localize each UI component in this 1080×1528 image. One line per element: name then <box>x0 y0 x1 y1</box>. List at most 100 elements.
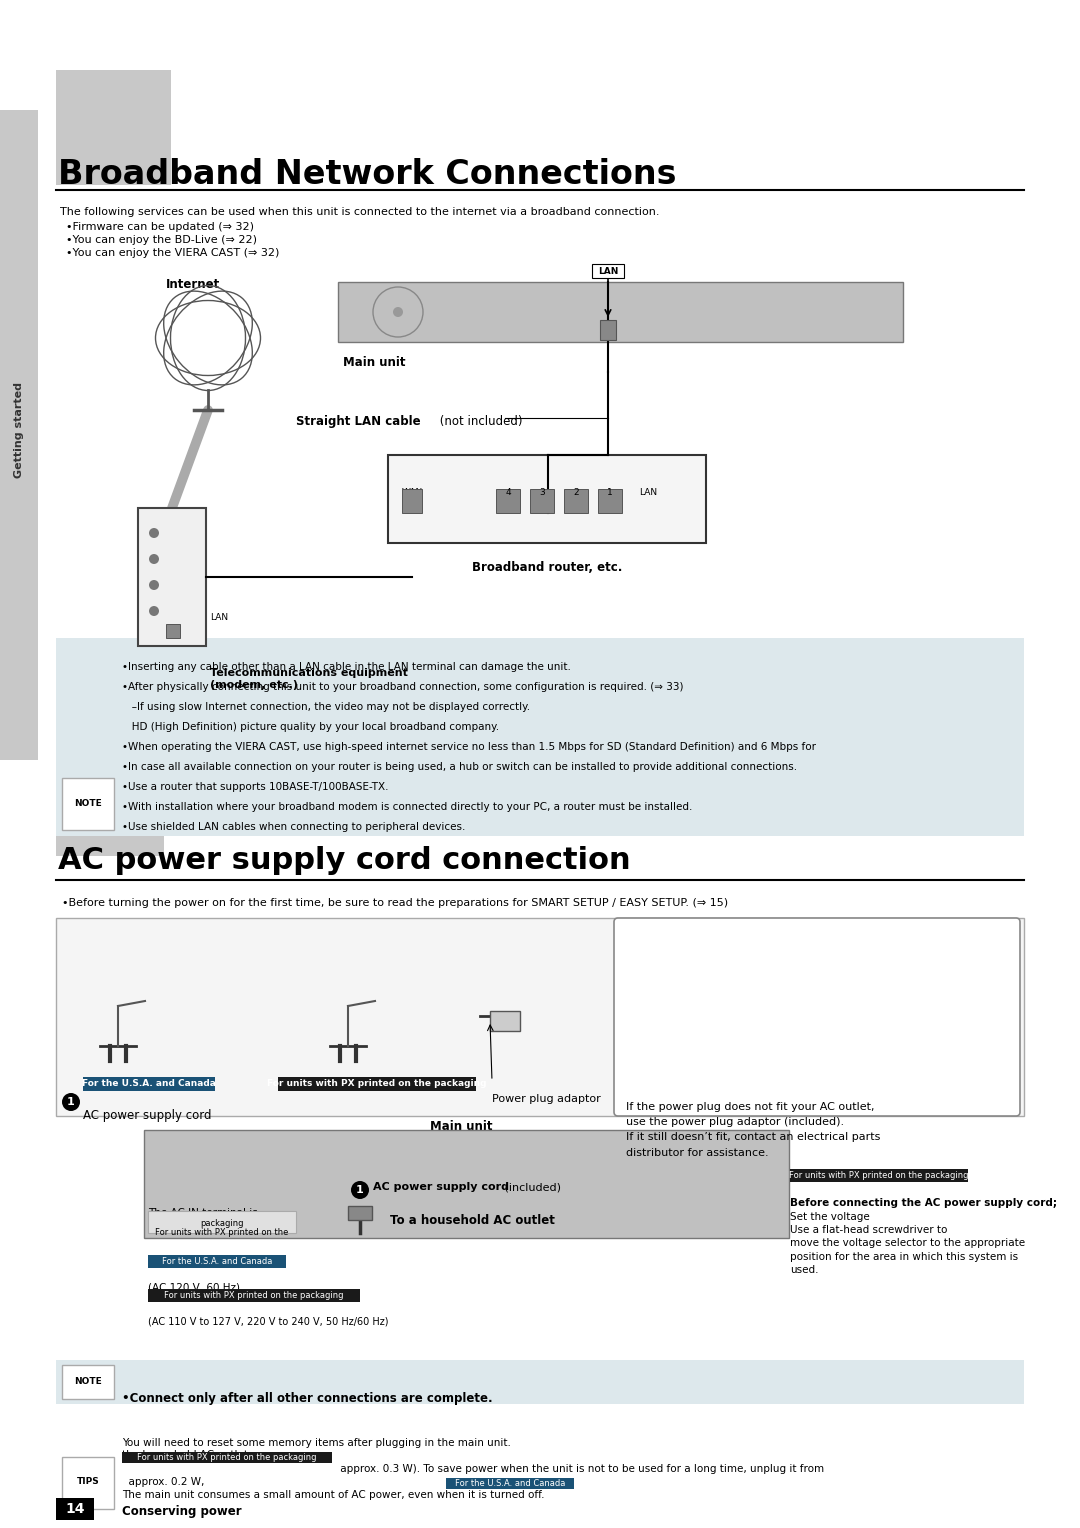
Text: The following services can be used when this unit is connected to the internet v: The following services can be used when … <box>60 206 660 217</box>
Bar <box>446 1478 573 1488</box>
Text: Before connecting the AC power supply cord;: Before connecting the AC power supply co… <box>789 1198 1057 1209</box>
Bar <box>348 1206 372 1219</box>
Bar <box>148 1290 360 1302</box>
Text: •Connect only after all other connections are complete.: •Connect only after all other connection… <box>122 1392 492 1406</box>
Bar <box>278 1077 476 1091</box>
Text: NOTE: NOTE <box>75 1378 102 1386</box>
Text: approx. 0.2 W,: approx. 0.2 W, <box>122 1478 204 1487</box>
Bar <box>530 489 554 513</box>
Text: For the U.S.A. and Canada: For the U.S.A. and Canada <box>82 1079 216 1088</box>
Text: The AC IN terminal is
not polarized.: The AC IN terminal is not polarized. <box>148 1209 258 1230</box>
Text: 2: 2 <box>573 487 579 497</box>
Bar <box>56 1497 94 1520</box>
Bar <box>56 918 1024 1115</box>
Text: (AC 110 V to 127 V, 220 V to 240 V, 50 Hz/60 Hz): (AC 110 V to 127 V, 220 V to 240 V, 50 H… <box>148 1316 389 1326</box>
Text: Broadband Network Connections: Broadband Network Connections <box>58 157 676 191</box>
Text: •In case all available connection on your router is being used, a hub or switch : •In case all available connection on you… <box>122 762 797 772</box>
Text: •With installation where your broadband modem is connected directly to your PC, : •With installation where your broadband … <box>122 802 692 811</box>
Text: For the U.S.A. and Canada: For the U.S.A. and Canada <box>455 1479 565 1488</box>
Text: For units with PX printed on the: For units with PX printed on the <box>156 1229 288 1238</box>
Text: the household AC outlet.: the household AC outlet. <box>122 1450 252 1459</box>
Text: Power plug adaptor: Power plug adaptor <box>492 1094 600 1105</box>
Bar <box>148 1254 286 1268</box>
Circle shape <box>149 529 159 538</box>
Text: •Use a router that supports 10BASE-T/100BASE-TX.: •Use a router that supports 10BASE-T/100… <box>122 782 389 792</box>
Circle shape <box>149 607 159 616</box>
Circle shape <box>62 1093 80 1111</box>
Text: packaging: packaging <box>200 1219 244 1229</box>
Text: •Before turning the power on for the first time, be sure to read the preparation: •Before turning the power on for the fir… <box>62 898 728 908</box>
Bar <box>62 1365 114 1400</box>
Text: TIPS: TIPS <box>77 1478 99 1487</box>
Text: •Use shielded LAN cables when connecting to peripheral devices.: •Use shielded LAN cables when connecting… <box>122 822 465 833</box>
Bar <box>0 110 38 759</box>
Text: For units with PX printed on the packaging: For units with PX printed on the packagi… <box>137 1453 316 1462</box>
Bar <box>338 283 903 342</box>
Text: •Firmware can be updated (⇒ 32): •Firmware can be updated (⇒ 32) <box>66 222 254 232</box>
FancyBboxPatch shape <box>615 918 1020 1115</box>
Text: For units with PX printed on the packaging: For units with PX printed on the packagi… <box>267 1079 487 1088</box>
Text: Straight LAN cable: Straight LAN cable <box>296 416 420 428</box>
Bar <box>496 489 519 513</box>
Text: LAN: LAN <box>210 614 228 622</box>
Bar <box>592 264 624 278</box>
Bar <box>166 623 180 639</box>
Text: •When operating the VIERA CAST, use high-speed internet service no less than 1.5: •When operating the VIERA CAST, use high… <box>122 743 816 752</box>
Text: AC power supply cord: AC power supply cord <box>373 1183 509 1192</box>
Bar <box>564 489 588 513</box>
Circle shape <box>149 581 159 590</box>
Text: AC power supply cord: AC power supply cord <box>83 1109 212 1122</box>
Bar <box>789 1169 968 1183</box>
Bar <box>138 507 206 646</box>
Text: –If using slow Internet connection, the video may not be displayed correctly.: –If using slow Internet connection, the … <box>122 701 530 712</box>
Text: 14: 14 <box>65 1502 84 1516</box>
Text: 1: 1 <box>67 1097 75 1106</box>
Text: The main unit consumes a small amount of AC power, even when it is turned off.: The main unit consumes a small amount of… <box>122 1490 548 1500</box>
Bar <box>83 1077 215 1091</box>
Text: You will need to reset some memory items after plugging in the main unit.: You will need to reset some memory items… <box>122 1438 511 1449</box>
Text: If the power plug does not fit your AC outlet,
use the power plug adaptor (inclu: If the power plug does not fit your AC o… <box>626 1102 880 1158</box>
Text: •After physically connecting this unit to your broadband connection, some config: •After physically connecting this unit t… <box>122 681 684 692</box>
Text: Broadband router, etc.: Broadband router, etc. <box>472 561 622 575</box>
Bar <box>56 749 164 856</box>
Text: (not included): (not included) <box>436 416 523 428</box>
Text: Internet: Internet <box>166 278 220 290</box>
Text: Getting started: Getting started <box>14 382 24 478</box>
Text: WAN: WAN <box>402 487 422 497</box>
Bar <box>56 70 171 185</box>
Bar <box>402 489 422 513</box>
Bar <box>490 1012 519 1031</box>
Text: Telecommunications equipment: Telecommunications equipment <box>210 668 408 678</box>
Bar <box>600 319 616 341</box>
Text: AC power supply cord connection: AC power supply cord connection <box>58 847 631 876</box>
Text: Main unit: Main unit <box>343 356 405 368</box>
Text: •You can enjoy the VIERA CAST (⇒ 32): •You can enjoy the VIERA CAST (⇒ 32) <box>66 248 280 258</box>
Text: 1: 1 <box>356 1186 364 1195</box>
Text: LAN: LAN <box>639 487 657 497</box>
Text: For units with PX printed on the packaging: For units with PX printed on the packagi… <box>789 1170 969 1180</box>
Ellipse shape <box>393 307 403 316</box>
Bar <box>62 778 114 830</box>
Bar <box>56 1416 1024 1514</box>
Text: (modem, etc.): (modem, etc.) <box>210 680 298 691</box>
Text: For units with PX printed on the packaging: For units with PX printed on the packagi… <box>164 1291 343 1299</box>
Bar <box>62 1458 114 1510</box>
Bar <box>144 1131 789 1238</box>
Text: •Inserting any cable other than a LAN cable in the LAN terminal can damage the u: •Inserting any cable other than a LAN ca… <box>122 662 571 672</box>
Bar <box>388 455 706 542</box>
Text: (included): (included) <box>501 1183 561 1192</box>
Text: HD (High Definition) picture quality by your local broadband company.: HD (High Definition) picture quality by … <box>122 723 499 732</box>
Text: 3: 3 <box>539 487 545 497</box>
Bar <box>598 489 622 513</box>
Text: For the U.S.A. and Canada: For the U.S.A. and Canada <box>162 1256 272 1265</box>
Bar <box>56 639 1024 836</box>
Text: approx. 0.3 W). To save power when the unit is not to be used for a long time, u: approx. 0.3 W). To save power when the u… <box>337 1464 824 1475</box>
Text: LAN: LAN <box>598 266 618 275</box>
Text: Conserving power: Conserving power <box>122 1505 242 1517</box>
Bar <box>56 1360 1024 1404</box>
Text: 1: 1 <box>607 487 612 497</box>
Text: NOTE: NOTE <box>75 799 102 808</box>
Text: (AC 120 V, 60 Hz): (AC 120 V, 60 Hz) <box>148 1282 240 1293</box>
Circle shape <box>149 555 159 564</box>
Text: Set the voltage
Use a flat-head screwdriver to
move the voltage selector to the : Set the voltage Use a flat-head screwdri… <box>789 1212 1025 1274</box>
